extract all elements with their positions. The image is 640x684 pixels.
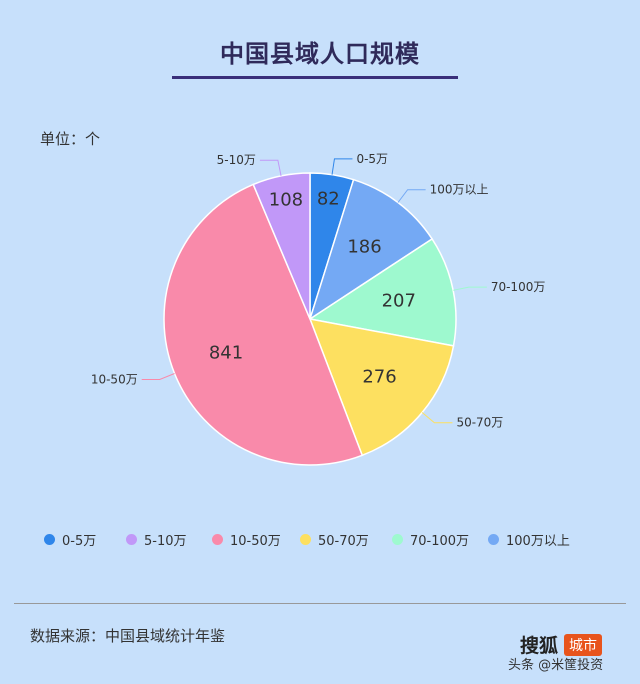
value-label-0-5: 82 <box>317 189 340 210</box>
footer-divider <box>14 603 626 604</box>
category-label-10-50: 10-50万 <box>91 372 138 386</box>
legend-item-100: 100万以上 <box>488 530 570 549</box>
unit-label: 单位：个 <box>40 130 101 148</box>
legend-item-5-10: 5-10万 <box>126 530 187 549</box>
legend-item-0-5: 0-5万 <box>44 530 96 549</box>
value-label-5-10: 108 <box>269 190 303 211</box>
brand-name: 搜狐 <box>520 635 559 657</box>
data-source: 数据来源：中国县域统计年鉴 <box>30 627 226 645</box>
legend-swatch <box>392 534 403 545</box>
value-label-10-50: 841 <box>209 342 243 363</box>
legend-label: 70-100万 <box>410 534 470 549</box>
legend-item-70-100: 70-100万 <box>392 530 469 549</box>
category-label-50-70: 50-70万 <box>456 416 503 430</box>
legend-swatch <box>44 534 55 545</box>
brand-logo: 搜狐 城市 <box>520 631 603 658</box>
leader-line-70-100 <box>453 286 487 291</box>
chart-title: 中国县域人口规模 <box>220 40 420 68</box>
legend-label: 50-70万 <box>318 534 369 549</box>
value-label-50-70: 276 <box>362 366 396 387</box>
legend-swatch <box>212 534 223 545</box>
category-label-70-100: 70-100万 <box>491 280 546 294</box>
legend-swatch <box>488 534 499 545</box>
legend-swatch <box>126 534 137 545</box>
legend-label: 10-50万 <box>230 534 281 549</box>
legend-swatch <box>300 534 311 545</box>
brand-tag: 城市 <box>564 633 603 656</box>
category-label-0-5: 0-5万 <box>356 152 388 166</box>
legend: 0-5万 5-10万 10-50万 50-70万 70-100万 100万以上 <box>44 530 604 550</box>
category-label-100: 100万以上 <box>430 183 489 197</box>
pie-slice-5-10 <box>252 172 311 320</box>
legend-label: 100万以上 <box>506 534 570 549</box>
category-label-5-10: 5-10万 <box>217 153 256 167</box>
value-label-100: 186 <box>347 236 381 257</box>
legend-item-50-70: 50-70万 <box>300 530 369 549</box>
title-underline <box>172 76 458 79</box>
legend-label: 0-5万 <box>62 534 97 549</box>
value-label-70-100: 207 <box>382 291 416 312</box>
pie-slice-50-70 <box>308 318 455 457</box>
leader-line-10-50 <box>141 373 175 380</box>
legend-label: 5-10万 <box>144 534 187 549</box>
leader-line-50-70 <box>421 412 453 424</box>
legend-item-10-50: 10-50万 <box>212 530 281 549</box>
watermark: 头条 @米筐投资 <box>508 658 604 673</box>
pie-chart: 82 0-5万 186 100万以上 207 70-100万 276 50-70万 841 10-… <box>91 152 546 466</box>
pie-slice-10-50 <box>163 183 364 466</box>
leader-line-5-10 <box>259 159 282 176</box>
leader-line-0-5 <box>331 158 353 175</box>
leader-line-100 <box>397 189 426 203</box>
